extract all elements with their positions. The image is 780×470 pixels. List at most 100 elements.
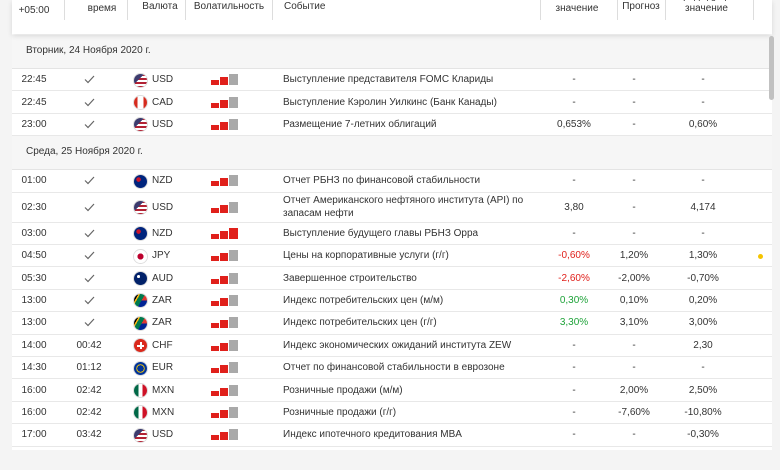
table-header: +05:00 Оставшееся время Валюта Волатильност…	[12, 0, 772, 34]
currency-flag	[134, 272, 147, 286]
event-name: Индекс ипотечного кредитования MBA	[283, 429, 462, 441]
volatility-bar	[229, 384, 238, 396]
volatility-bar	[229, 339, 238, 351]
header-cell: +05:00	[18, 5, 50, 16]
forecast-value: -	[632, 339, 636, 351]
done-check	[70, 312, 108, 333]
event-name: Завершенное строительство	[283, 272, 417, 284]
header-separator	[665, 0, 666, 20]
event-name: Индекс экономических ожиданий института …	[283, 339, 512, 351]
currency-flag	[134, 316, 147, 330]
event-time: 13:00	[21, 294, 47, 306]
event-row: 14:00 00:42 CHF Индекс экономических ожидан…	[12, 334, 772, 357]
volatility-bar	[211, 207, 219, 213]
actual-value: -	[572, 429, 576, 441]
check-icon	[84, 318, 94, 327]
forecast-value: -	[632, 118, 636, 130]
volatility-bar	[211, 102, 219, 108]
event-time: 05:30	[21, 272, 47, 284]
event-row: 14:30 01:12 EUR Отчет по финансовой стабиль…	[12, 357, 772, 380]
actual-value: 3,30%	[559, 317, 589, 329]
previous-value: 4,174	[690, 201, 716, 213]
event-name: Размещение 7-летних облигаций	[283, 118, 437, 130]
actual-value: -0,60%	[558, 250, 590, 262]
volatility-bar	[229, 227, 238, 239]
event-row: 16:00 02:42 MXN Розничные продажи (м/м) - 2,0…	[12, 379, 772, 402]
header-cell: Предыдущее значение	[676, 0, 737, 14]
volatility-bar	[229, 294, 238, 306]
actual-value: -	[572, 227, 576, 239]
volatility-bar	[211, 323, 219, 329]
currency-flag	[134, 294, 147, 308]
remaining-time: 00:42	[76, 339, 102, 351]
day-header: Среда, 25 Ноября 2020 г.	[12, 136, 772, 171]
event-row: 17:00 03:42 USD Индекс ипотечного кредитова…	[12, 424, 772, 447]
done-check	[70, 91, 108, 112]
check-icon	[84, 120, 94, 129]
volatility-bar	[229, 201, 238, 213]
header-separator	[540, 0, 541, 20]
header-separator	[272, 0, 273, 20]
check-icon	[84, 75, 94, 84]
header-separator	[64, 0, 65, 20]
volatility-bar	[229, 362, 238, 374]
volatility-bar	[220, 409, 228, 418]
currency-code: EUR	[152, 362, 174, 374]
previous-value: -	[701, 362, 705, 374]
event-name: Розничные продажи (г/г)	[283, 406, 397, 418]
volatility-bar	[220, 320, 228, 329]
header-cell: Фактическое значение	[547, 0, 606, 14]
currency-code: NZD	[152, 175, 173, 187]
volatility-bar	[220, 204, 228, 213]
volatility-bar	[229, 96, 238, 108]
header-cell: Событие	[284, 1, 326, 12]
volatility-bar	[220, 121, 228, 130]
volatility-bar	[229, 250, 238, 262]
event-row: 22:45 CAD Выступление Кэролин Уилкинс (Бан…	[12, 91, 772, 114]
forecast-value: 2,00%	[619, 384, 649, 396]
previous-value: -0,30%	[687, 429, 719, 441]
volatility-bar	[220, 253, 228, 262]
forecast-value: -	[632, 227, 636, 239]
volatility-bar	[220, 99, 228, 108]
event-name: Отчет РБНЗ по финансовой стабильности	[283, 175, 481, 187]
volatility-bar	[211, 233, 219, 239]
event-time: 22:45	[21, 74, 47, 86]
currency-code: MXN	[152, 384, 175, 396]
remaining-time: 02:42	[76, 406, 102, 418]
volatility-bar	[229, 429, 238, 441]
forecast-value: 0,10%	[619, 294, 649, 306]
event-row: 01:00 NZD Отчет РБНЗ по финансовой стабиль…	[12, 170, 772, 193]
forecast-value: -	[632, 362, 636, 374]
volatility-bar	[229, 74, 238, 86]
check-icon	[84, 251, 94, 260]
volatility-bar	[211, 278, 219, 284]
done-check	[70, 245, 108, 266]
previous-value: 2,50%	[688, 384, 718, 396]
remaining-time: 02:42	[76, 384, 102, 396]
event-row: 05:30 AUD Завершенное строительство -2,60% -…	[12, 267, 772, 290]
done-check	[70, 193, 108, 222]
actual-value: -	[572, 339, 576, 351]
volatility-bar	[229, 118, 238, 130]
previous-value: -	[701, 74, 705, 86]
event-time: 16:00	[21, 406, 47, 418]
currency-code: JPY	[152, 250, 171, 262]
event-time: 16:00	[21, 384, 47, 396]
currency-code: AUD	[152, 272, 174, 284]
event-time: 22:45	[21, 96, 47, 108]
events-table: Вторник, 24 Ноября 2020 г. 22:45 USD Выступ…	[12, 0, 772, 450]
volatility-bar	[220, 77, 228, 86]
done-check	[70, 114, 108, 135]
event-time: 14:30	[21, 362, 47, 374]
scrollbar[interactable]	[769, 36, 774, 100]
header-separator	[617, 0, 618, 20]
currency-flag	[134, 227, 147, 241]
volatility-bar	[211, 300, 219, 306]
actual-value: -	[572, 406, 576, 418]
actual-value: -	[572, 384, 576, 396]
currency-flag	[134, 406, 147, 420]
done-check	[70, 290, 108, 311]
